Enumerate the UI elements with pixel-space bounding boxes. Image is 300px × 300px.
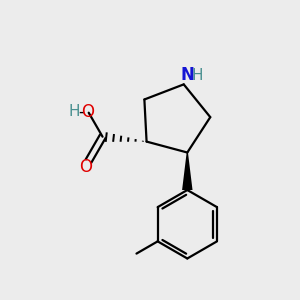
Text: -: - <box>79 103 85 121</box>
Text: H: H <box>191 68 202 83</box>
Text: N: N <box>181 66 195 84</box>
Text: O: O <box>82 103 94 121</box>
Text: O: O <box>80 158 93 175</box>
Polygon shape <box>182 152 193 190</box>
Text: H: H <box>68 103 80 118</box>
